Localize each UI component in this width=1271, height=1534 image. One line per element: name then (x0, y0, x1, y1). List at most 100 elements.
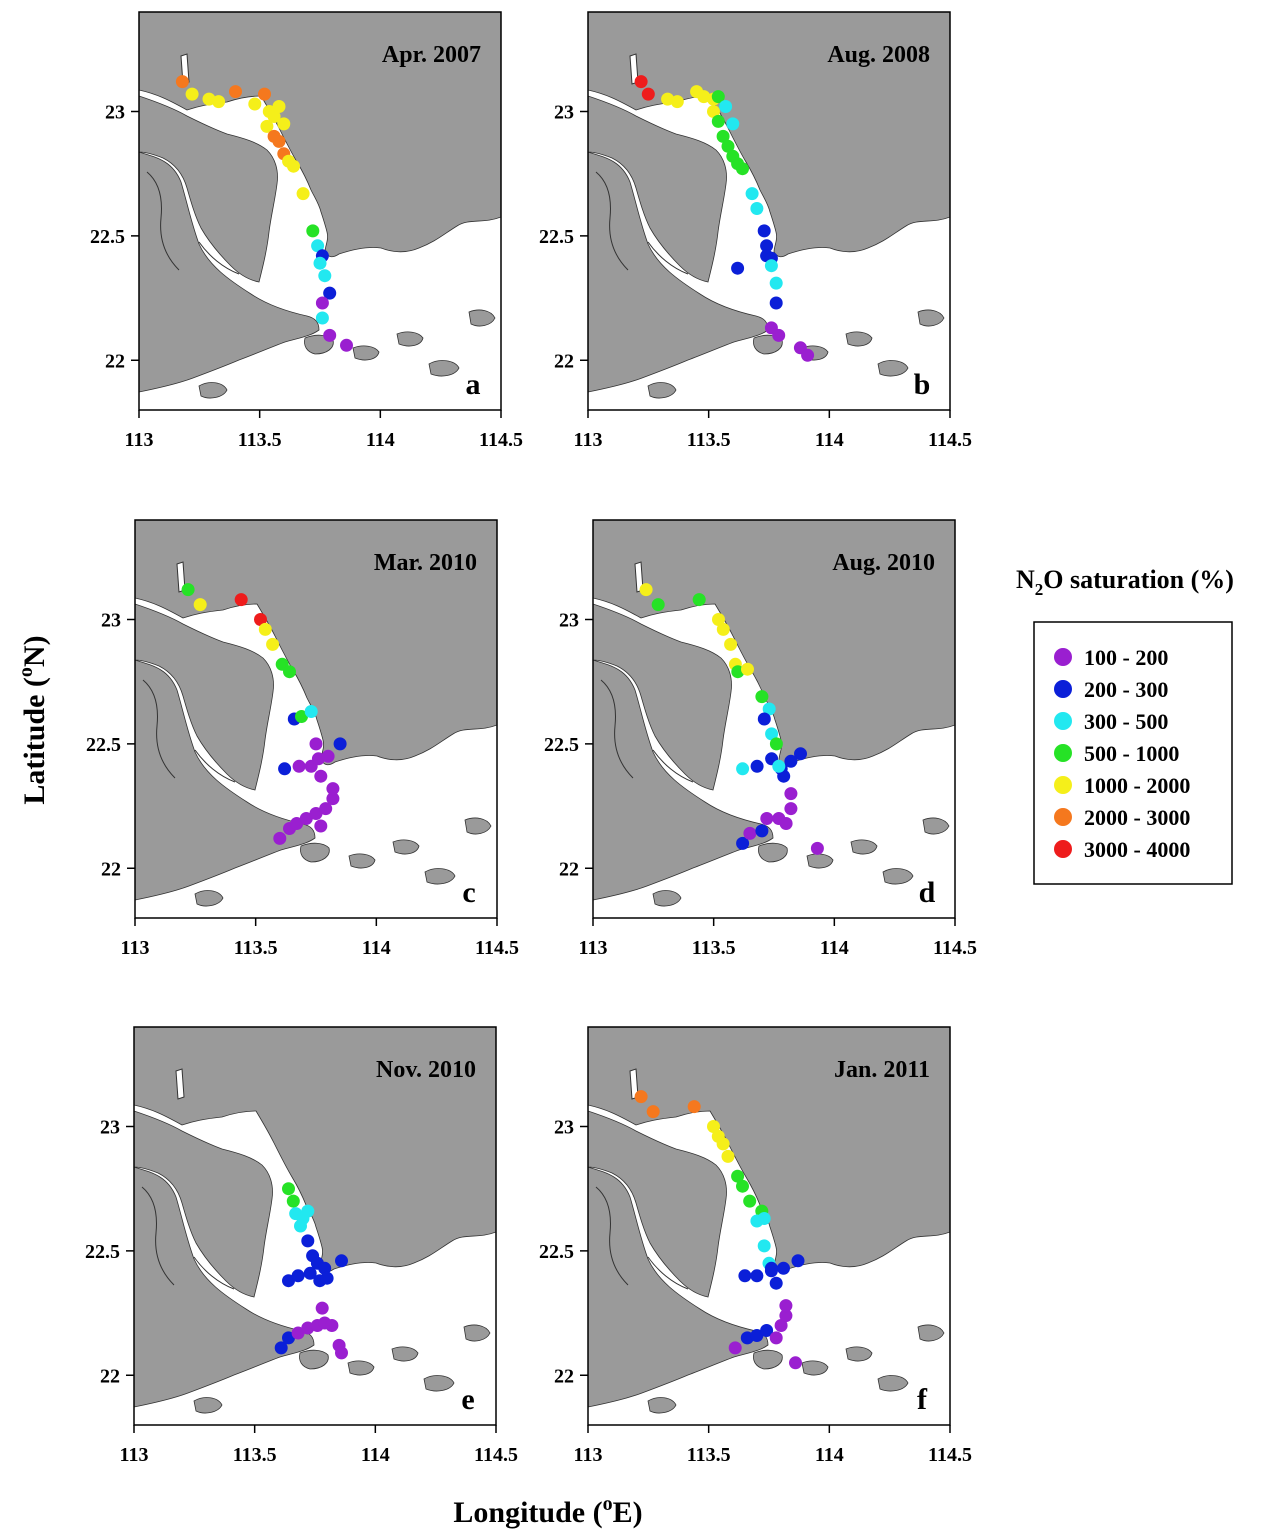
y-tick-label: 23 (559, 610, 579, 632)
y-tick-label: 23 (554, 102, 574, 124)
station-point (745, 187, 759, 201)
station-point (721, 139, 735, 153)
station-point (315, 311, 329, 325)
panel-letter: b (914, 368, 931, 401)
station-point (810, 841, 824, 855)
station-point (315, 1301, 329, 1315)
station-point (303, 1266, 317, 1280)
station-point (728, 1341, 742, 1355)
station-point (711, 114, 725, 128)
station-point (731, 1169, 745, 1183)
station-point (757, 224, 771, 238)
station-point (772, 328, 786, 342)
station-point (760, 239, 774, 253)
station-point (301, 1234, 315, 1248)
legend-swatch (1054, 712, 1072, 730)
station-point (311, 239, 325, 253)
y-tick-label: 22.5 (85, 1241, 120, 1263)
station-point (309, 737, 323, 751)
station-point (258, 87, 271, 101)
station-point (711, 90, 725, 104)
x-tick-label: 114.5 (928, 429, 972, 451)
y-tick-label: 22 (554, 350, 574, 372)
station-point (772, 759, 786, 773)
station-point (719, 100, 733, 113)
station-point (670, 95, 684, 109)
station-point (764, 259, 778, 273)
x-tick-label: 114.5 (933, 937, 977, 959)
panel-letter: d (919, 876, 936, 909)
station-point (736, 1179, 749, 1193)
x-axis-title-sup: o (603, 1493, 613, 1515)
station-point (769, 296, 783, 310)
station-point (254, 613, 267, 626)
station-point (765, 727, 779, 741)
station-point (801, 348, 815, 362)
x-tick-label: 113 (574, 429, 603, 451)
station-point (750, 1329, 764, 1342)
station-point (314, 769, 328, 783)
x-tick-label: 114.5 (474, 1444, 518, 1466)
station-point (185, 87, 199, 101)
station-point (229, 85, 242, 99)
station-point (726, 117, 740, 131)
station-point (736, 762, 750, 776)
x-tick-label: 113 (120, 1444, 149, 1466)
station-point (282, 1274, 295, 1288)
station-point (794, 747, 807, 761)
station-point (760, 812, 774, 825)
station-point (757, 712, 771, 726)
panel-frame (592, 519, 956, 919)
legend-swatch (1054, 808, 1072, 826)
panel-frame (138, 11, 502, 411)
station-point (755, 824, 769, 838)
station-point (762, 702, 776, 716)
land-shape (593, 520, 955, 918)
legend-title-sub: 2 (1035, 580, 1044, 599)
y-tick-label: 23 (100, 1117, 120, 1139)
station-point (319, 802, 333, 816)
station-point (282, 1182, 295, 1196)
station-point (784, 787, 798, 801)
x-tick-label: 113 (579, 937, 608, 959)
station-point (326, 792, 340, 806)
y-tick-label: 22.5 (90, 226, 125, 248)
station-point (304, 705, 318, 718)
panel-letter: e (461, 1383, 474, 1416)
legend-label: 2000 - 3000 (1084, 805, 1190, 830)
x-tick-label: 113 (121, 937, 150, 959)
station-point (273, 831, 287, 845)
y-tick-label: 23 (101, 610, 121, 632)
map-panel-b: Aug. 2008 b 113 113.5 114 114.5 22 22.5 23 (539, 11, 972, 451)
station-point (266, 637, 280, 651)
x-tick-label: 114 (820, 937, 849, 959)
y-tick-label: 22 (100, 1365, 120, 1387)
station-point (707, 1120, 720, 1133)
station-point (175, 75, 189, 89)
station-point (292, 759, 306, 773)
panel-frame (133, 1026, 497, 1426)
map-panel-c: Mar. 2010 c 113 113.5 114 114.5 22 22.5 23 (86, 519, 519, 959)
panel-frame (587, 1026, 951, 1426)
station-point (651, 598, 665, 612)
station-point (721, 1149, 735, 1163)
station-point (750, 1269, 764, 1283)
legend-label: 200 - 300 (1084, 677, 1168, 702)
x-tick-label: 114 (366, 429, 395, 451)
land-shape (588, 12, 950, 410)
x-tick-label: 114.5 (928, 1444, 972, 1466)
x-axis-title-end: E) (613, 1496, 643, 1529)
map-basemap (134, 1027, 496, 1425)
land-shape (588, 1027, 950, 1425)
station-point (779, 1309, 793, 1323)
station-point (769, 1331, 783, 1345)
y-tick-label: 23 (105, 102, 125, 124)
station-point (318, 1261, 332, 1275)
panel-letter: c (462, 876, 475, 909)
station-point (634, 75, 648, 89)
panel-title: Apr. 2007 (382, 42, 481, 68)
station-point (764, 1264, 778, 1278)
station-point (731, 261, 745, 275)
